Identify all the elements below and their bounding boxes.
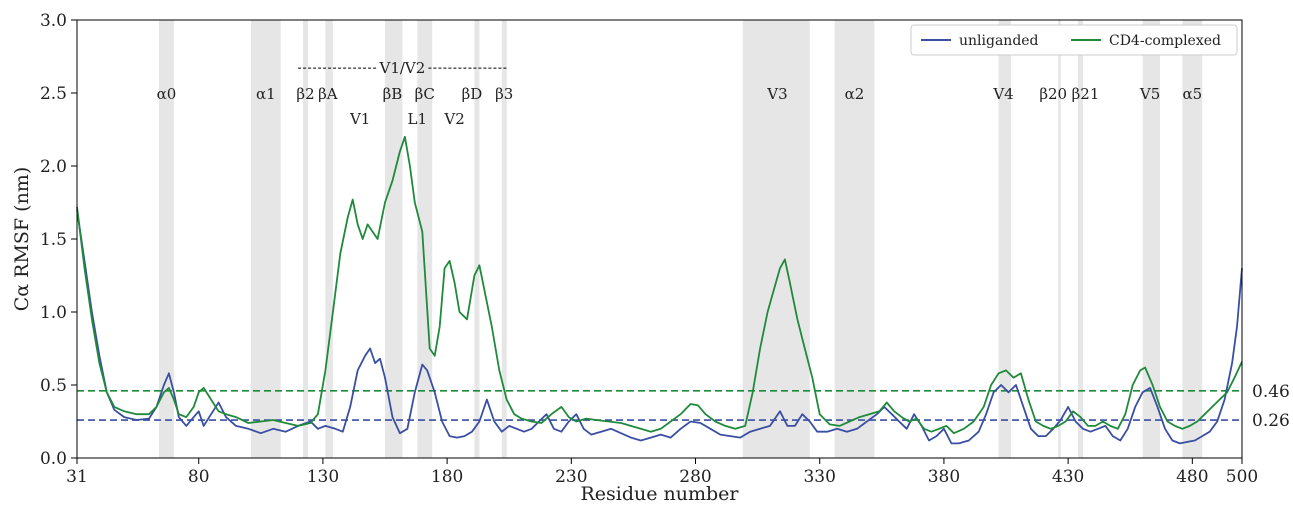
region-annotations: α0 α1 β2 βA βB βC βD β3 V1 L1 V2 V3 α2 V4 β20 β21 V5 α5 V1…: [157, 59, 1203, 128]
shaded-region: [1058, 20, 1061, 458]
y-tick-label: 0.0: [40, 449, 67, 469]
shaded-region: [834, 20, 875, 458]
y-tick-label: 2.0: [40, 157, 67, 177]
shaded-region: [1142, 20, 1161, 458]
y-tick-label: 3.0: [40, 11, 67, 31]
y-axis: 0.0 0.5 1.0 1.5 2.0 2.5 3.0: [40, 11, 77, 469]
y-tick-label: 1.0: [40, 303, 67, 323]
region-label: V1: [349, 110, 370, 128]
y-axis-title: Cα RMSF (nm): [11, 167, 33, 312]
region-label: βA: [318, 85, 338, 103]
region-label: V2: [443, 110, 464, 128]
y-tick-label: 1.5: [40, 230, 67, 250]
region-label: α0: [157, 85, 177, 103]
region-label: α1: [256, 85, 276, 103]
shaded-region: [998, 20, 1011, 458]
x-axis-title: Residue number: [580, 483, 739, 505]
bracket-label: V1/V2: [378, 59, 425, 77]
reference-lines: 0.46 0.26: [77, 382, 1290, 431]
region-label: β20: [1039, 85, 1067, 103]
x-tick-label: 31: [66, 467, 88, 487]
shaded-region: [250, 20, 281, 458]
series-line-cd4-complexed: [76, 135, 1243, 435]
x-tick-label: 330: [803, 467, 835, 487]
shaded-region: [417, 20, 433, 458]
region-label: V4: [992, 85, 1013, 103]
region-label: V3: [766, 85, 787, 103]
shaded-region: [325, 20, 333, 458]
region-label: V5: [1139, 85, 1160, 103]
x-tick-label: 230: [555, 467, 587, 487]
legend: unliganded CD4-complexed: [910, 24, 1238, 56]
x-tick-label: 130: [307, 467, 339, 487]
reference-line-label: 0.46: [1252, 382, 1290, 402]
x-tick-label: 380: [928, 467, 960, 487]
region-label: β3: [495, 85, 513, 103]
shaded-region: [1182, 20, 1203, 458]
shaded-region: [501, 20, 507, 458]
reference-line-label: 0.26: [1252, 411, 1290, 431]
y-tick-label: 0.5: [40, 376, 67, 396]
shaded-region: [158, 20, 174, 458]
region-label: β21: [1072, 85, 1100, 103]
legend-label: CD4-complexed: [1109, 33, 1221, 49]
series-line-unliganded: [76, 209, 1243, 445]
x-tick-label: 500: [1226, 467, 1258, 487]
series-lines: [76, 135, 1243, 445]
y-tick-label: 2.5: [40, 84, 67, 104]
region-label: L1: [408, 110, 428, 128]
region-label: α5: [1182, 85, 1202, 103]
x-axis: 31 80 130 180 230 280 330 380 430 480 500: [66, 458, 1258, 487]
region-label: βC: [415, 85, 435, 103]
legend-label: unliganded: [959, 33, 1039, 49]
shaded-region: [303, 20, 309, 458]
shaded-region: [474, 20, 480, 458]
x-tick-label: 480: [1176, 467, 1208, 487]
region-label: α2: [845, 85, 865, 103]
x-tick-label: 280: [679, 467, 711, 487]
x-tick-label: 180: [431, 467, 463, 487]
region-label: β2: [296, 85, 314, 103]
region-label: βB: [383, 85, 403, 103]
x-tick-label: 430: [1052, 467, 1084, 487]
shaded-region: [1078, 20, 1084, 458]
region-label: βD: [462, 85, 483, 103]
x-tick-label: 80: [188, 467, 210, 487]
shaded-region: [385, 20, 403, 458]
